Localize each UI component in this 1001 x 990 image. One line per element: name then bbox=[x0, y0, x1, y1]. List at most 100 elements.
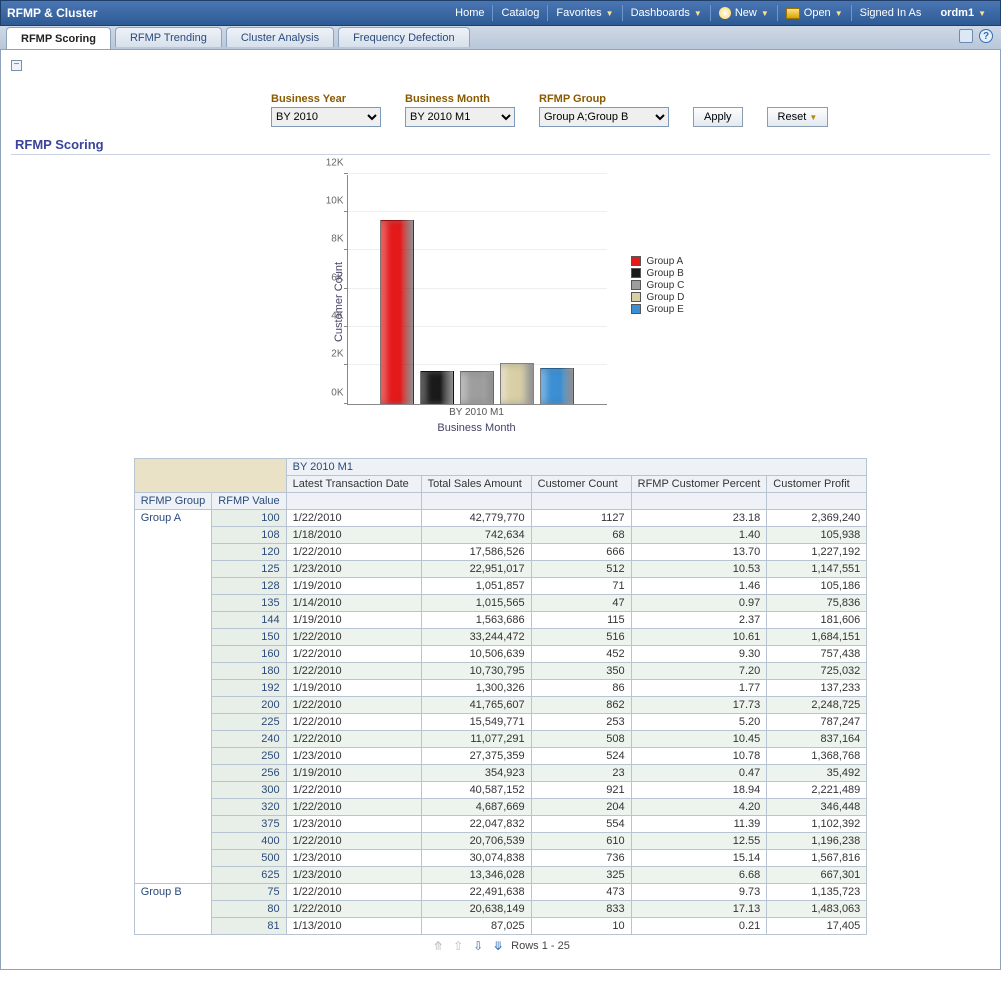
table-row[interactable]: 2501/23/201027,375,35952410.781,368,768 bbox=[134, 747, 867, 764]
table-value-cell[interactable]: 100 bbox=[212, 509, 286, 526]
table-column-header[interactable]: Customer Count bbox=[531, 475, 631, 492]
nav-home[interactable]: Home bbox=[447, 7, 492, 19]
table-cell: 1,147,551 bbox=[767, 560, 867, 577]
table-row[interactable]: Group A1001/22/201042,779,770112723.182,… bbox=[134, 509, 867, 526]
page-options-icon[interactable] bbox=[959, 29, 973, 43]
table-row[interactable]: 2561/19/2010354,923230.4735,492 bbox=[134, 764, 867, 781]
table-value-cell[interactable]: 192 bbox=[212, 679, 286, 696]
apply-button[interactable]: Apply bbox=[693, 107, 743, 127]
table-group-cell[interactable]: Group B bbox=[134, 883, 212, 934]
table-row[interactable]: 4001/22/201020,706,53961012.551,196,238 bbox=[134, 832, 867, 849]
table-group-cell[interactable]: Group A bbox=[134, 509, 212, 883]
table-cell: 9.30 bbox=[631, 645, 767, 662]
table-cell: 757,438 bbox=[767, 645, 867, 662]
table-value-cell[interactable]: 150 bbox=[212, 628, 286, 645]
table-row[interactable]: 1601/22/201010,506,6394529.30757,438 bbox=[134, 645, 867, 662]
help-icon[interactable]: ? bbox=[979, 29, 993, 43]
table-cell: 10.45 bbox=[631, 730, 767, 747]
table-value-cell[interactable]: 625 bbox=[212, 866, 286, 883]
table-row[interactable]: 6251/23/201013,346,0283256.68667,301 bbox=[134, 866, 867, 883]
chart-bar[interactable] bbox=[460, 371, 494, 404]
table-column-header[interactable]: Total Sales Amount bbox=[421, 475, 531, 492]
table-cell: 833 bbox=[531, 900, 631, 917]
customer-count-chart: Customer Count 0K2K4K6K8K10K12K BY 2010 … bbox=[291, 165, 711, 440]
table-value-cell[interactable]: 300 bbox=[212, 781, 286, 798]
table-column-header[interactable]: Customer Profit bbox=[767, 475, 867, 492]
nav-open[interactable]: Open ▼ bbox=[778, 7, 851, 19]
chart-x-axis-label: Business Month bbox=[347, 422, 607, 434]
tab-trending[interactable]: RFMP Trending bbox=[115, 27, 222, 47]
table-value-cell[interactable]: 320 bbox=[212, 798, 286, 815]
table-value-cell[interactable]: 500 bbox=[212, 849, 286, 866]
legend-label: Group D bbox=[647, 292, 685, 303]
table-value-cell[interactable]: 400 bbox=[212, 832, 286, 849]
table-value-cell[interactable]: 75 bbox=[212, 883, 286, 900]
table-value-cell[interactable]: 240 bbox=[212, 730, 286, 747]
table-row[interactable]: 2401/22/201011,077,29150810.45837,164 bbox=[134, 730, 867, 747]
table-row[interactable]: 1201/22/201017,586,52666613.701,227,192 bbox=[134, 543, 867, 560]
chart-bar[interactable] bbox=[500, 363, 534, 403]
table-row[interactable]: 1441/19/20101,563,6861152.37181,606 bbox=[134, 611, 867, 628]
pager-last-icon[interactable]: ⤋ bbox=[491, 939, 505, 953]
table-row[interactable]: 1801/22/201010,730,7953507.20725,032 bbox=[134, 662, 867, 679]
chart-bar[interactable] bbox=[420, 371, 454, 404]
table-row[interactable]: 1351/14/20101,015,565470.9775,836 bbox=[134, 594, 867, 611]
table-group-header[interactable]: RFMP Group bbox=[134, 492, 212, 509]
table-value-cell[interactable]: 160 bbox=[212, 645, 286, 662]
table-value-cell[interactable]: 125 bbox=[212, 560, 286, 577]
table-value-cell[interactable]: 225 bbox=[212, 713, 286, 730]
table-value-cell[interactable]: 375 bbox=[212, 815, 286, 832]
table-value-cell[interactable]: 108 bbox=[212, 526, 286, 543]
table-value-header[interactable]: RFMP Value bbox=[212, 492, 286, 509]
chart-bar[interactable] bbox=[540, 368, 574, 403]
table-row[interactable]: 2251/22/201015,549,7712535.20787,247 bbox=[134, 713, 867, 730]
tab-freq[interactable]: Frequency Defection bbox=[338, 27, 470, 47]
business-year-select[interactable]: BY 2010 bbox=[271, 107, 381, 127]
user-menu[interactable]: ordm1 ▼ bbox=[932, 7, 994, 19]
chart-ytick: 12K bbox=[314, 157, 344, 168]
section-collapse-toggle[interactable]: − bbox=[11, 60, 22, 71]
table-row[interactable]: 1501/22/201033,244,47251610.611,684,151 bbox=[134, 628, 867, 645]
rfmp-group-select[interactable]: Group A;Group B bbox=[539, 107, 669, 127]
nav-new[interactable]: New ▼ bbox=[711, 7, 777, 19]
table-row[interactable]: Group B751/22/201022,491,6384739.731,135… bbox=[134, 883, 867, 900]
table-row[interactable]: 1281/19/20101,051,857711.46105,186 bbox=[134, 577, 867, 594]
table-row[interactable]: 1921/19/20101,300,326861.77137,233 bbox=[134, 679, 867, 696]
table-row[interactable]: 5001/23/201030,074,83873615.141,567,816 bbox=[134, 849, 867, 866]
nav-dashboards[interactable]: Dashboards ▼ bbox=[623, 7, 710, 19]
reset-button[interactable]: Reset ▼ bbox=[767, 107, 829, 127]
table-cell: 1,015,565 bbox=[421, 594, 531, 611]
chart-bar[interactable] bbox=[380, 220, 414, 404]
table-row[interactable]: 3751/23/201022,047,83255411.391,102,392 bbox=[134, 815, 867, 832]
tab-cluster[interactable]: Cluster Analysis bbox=[226, 27, 334, 47]
table-column-header[interactable]: Latest Transaction Date bbox=[286, 475, 421, 492]
table-value-cell[interactable]: 180 bbox=[212, 662, 286, 679]
table-value-cell[interactable]: 120 bbox=[212, 543, 286, 560]
table-row[interactable]: 811/13/201087,025100.2117,405 bbox=[134, 917, 867, 934]
table-value-cell[interactable]: 81 bbox=[212, 917, 286, 934]
table-value-cell[interactable]: 128 bbox=[212, 577, 286, 594]
table-cell: 17,586,526 bbox=[421, 543, 531, 560]
table-row[interactable]: 3001/22/201040,587,15292118.942,221,489 bbox=[134, 781, 867, 798]
table-value-cell[interactable]: 256 bbox=[212, 764, 286, 781]
business-month-select[interactable]: BY 2010 M1 bbox=[405, 107, 515, 127]
table-row[interactable]: 3201/22/20104,687,6692044.20346,448 bbox=[134, 798, 867, 815]
table-row[interactable]: 1081/18/2010742,634681.40105,938 bbox=[134, 526, 867, 543]
tab-scoring[interactable]: RFMP Scoring bbox=[6, 27, 111, 49]
table-value-cell[interactable]: 144 bbox=[212, 611, 286, 628]
table-cell: 105,938 bbox=[767, 526, 867, 543]
table-value-cell[interactable]: 135 bbox=[212, 594, 286, 611]
nav-favorites[interactable]: Favorites ▼ bbox=[548, 7, 621, 19]
table-column-header[interactable]: RFMP Customer Percent bbox=[631, 475, 767, 492]
table-row[interactable]: 2001/22/201041,765,60786217.732,248,725 bbox=[134, 696, 867, 713]
table-value-cell[interactable]: 250 bbox=[212, 747, 286, 764]
table-row[interactable]: 1251/23/201022,951,01751210.531,147,551 bbox=[134, 560, 867, 577]
table-cell: 10 bbox=[531, 917, 631, 934]
chevron-down-icon: ▼ bbox=[606, 9, 614, 18]
table-value-cell[interactable]: 200 bbox=[212, 696, 286, 713]
table-row[interactable]: 801/22/201020,638,14983317.131,483,063 bbox=[134, 900, 867, 917]
nav-catalog[interactable]: Catalog bbox=[493, 7, 547, 19]
table-value-cell[interactable]: 80 bbox=[212, 900, 286, 917]
pager-next-icon[interactable]: ⇩ bbox=[471, 939, 485, 953]
table-cell: 86 bbox=[531, 679, 631, 696]
